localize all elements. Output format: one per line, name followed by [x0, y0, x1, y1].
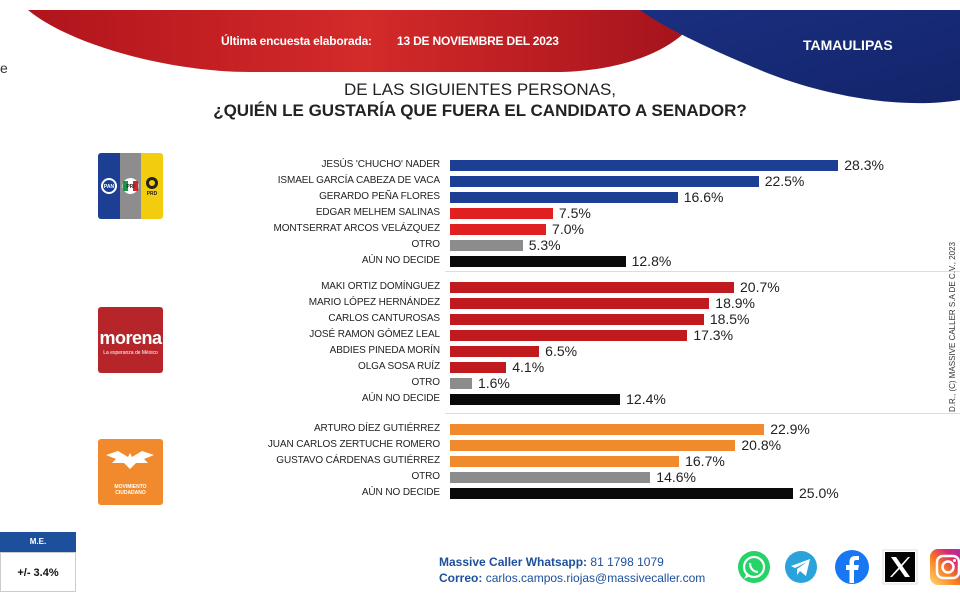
- margin-of-error-box: M.E. +/- 3.4%: [0, 532, 76, 593]
- bar: [450, 314, 704, 325]
- logo-morena: morena La esperanza de México: [98, 307, 163, 373]
- email-contact-address[interactable]: carlos.campos.riojas@massivecaller.com: [485, 571, 706, 585]
- state-label: TAMAULIPAS: [803, 37, 893, 53]
- bar: [450, 488, 793, 499]
- bar-label: MONTSERRAT ARCOS VELÁZQUEZ: [273, 223, 440, 234]
- bar-label: ABDIES PINEDA MORÍN: [329, 345, 440, 356]
- bar: [450, 240, 523, 251]
- bar-label: AÚN NO DECIDE: [361, 255, 440, 266]
- bar-label: OTRO: [411, 377, 441, 388]
- bar: [450, 394, 621, 405]
- whatsapp-contact: Massive Caller Whatsapp: 81 1798 1079: [439, 555, 664, 569]
- chart-title: ¿QUIÉN LE GUSTARÍA QUE FUERA EL CANDIDAT…: [213, 101, 747, 120]
- svg-text:PAN: PAN: [104, 184, 115, 190]
- bar-label: GERARDO PEÑA FLORES: [319, 191, 440, 202]
- margin-of-error-label: M.E.: [0, 532, 76, 552]
- bar-value-label: 16.7%: [685, 453, 725, 469]
- morena-logo-text: morena: [99, 328, 162, 348]
- bar-value-label: 20.7%: [740, 279, 780, 295]
- bar-value-label: 7.5%: [558, 205, 591, 221]
- bar: [450, 330, 688, 341]
- bar-label: MAKI ORTIZ DOMÍNGUEZ: [321, 281, 440, 292]
- bar: [450, 224, 547, 235]
- copyright-credit: D.R., (C) MASSIVE CALLER S.A DE C.V., 20…: [948, 242, 957, 412]
- bar-value-label: 1.6%: [477, 375, 510, 391]
- instagram-icon[interactable]: [930, 549, 960, 585]
- bar-label: ARTURO DÍEZ GUTIÉRREZ: [313, 423, 440, 434]
- morena-logo-subtext: La esperanza de México: [103, 350, 158, 356]
- bar-value-label: 17.3%: [693, 327, 734, 343]
- bar-label: GUSTAVO CÁRDENAS GUTIÉRREZ: [276, 455, 440, 466]
- bar: [450, 192, 678, 203]
- bar-label: OLGA SOSA RUÍZ: [358, 361, 440, 372]
- bar-value-label: 22.5%: [764, 173, 805, 189]
- header-blue-band: [640, 10, 960, 104]
- bar-value-label: 12.4%: [626, 391, 666, 407]
- bar-value-label: 28.3%: [844, 157, 884, 173]
- whatsapp-contact-number[interactable]: 81 1798 1079: [590, 555, 664, 569]
- logo-movimiento-ciudadano: MOVIMIENTO CIUDADANO: [98, 439, 163, 505]
- bar-value-label: 25.0%: [799, 485, 839, 501]
- group-divider: [445, 413, 960, 414]
- bar-label: EDGAR MELHEM SALINAS: [315, 207, 440, 218]
- bar-value-label: 14.6%: [656, 469, 696, 485]
- bar-value-label: 5.3%: [528, 237, 561, 253]
- bar: [450, 456, 680, 467]
- bar: [450, 208, 553, 219]
- bar-value-label: 20.8%: [741, 437, 782, 453]
- left-edge-text: e: [0, 60, 8, 76]
- mc-logo-text: MOVIMIENTO CIUDADANO: [114, 484, 147, 496]
- facebook-icon[interactable]: [834, 549, 870, 585]
- bar-value-label: 16.6%: [683, 189, 724, 205]
- bar-label: MARIO LÓPEZ HERNÁNDEZ: [308, 297, 440, 308]
- x-icon[interactable]: [882, 549, 918, 585]
- chart-subtitle: DE LAS SIGUIENTES PERSONAS,: [343, 80, 617, 99]
- bar: [450, 378, 472, 389]
- group-divider: [445, 271, 960, 272]
- bar-value-label: 7.0%: [552, 221, 584, 237]
- whatsapp-contact-label: Massive Caller Whatsapp:: [439, 555, 588, 569]
- bar: [450, 176, 759, 187]
- bar-value-label: 18.5%: [709, 311, 750, 327]
- bar-label: JUAN CARLOS ZERTUCHE ROMERO: [267, 439, 440, 450]
- bar: [450, 282, 734, 293]
- bar-value-label: 4.1%: [512, 359, 545, 375]
- bar: [450, 160, 839, 171]
- bar-value-label: 12.8%: [631, 253, 672, 269]
- telegram-icon[interactable]: [783, 549, 819, 585]
- bar-value-label: 18.9%: [715, 295, 755, 311]
- svg-text:PRD: PRD: [147, 191, 158, 197]
- header-red-band: [28, 10, 700, 72]
- bar-label: OTRO: [411, 239, 441, 250]
- email-contact-label: Correo:: [439, 571, 483, 585]
- bar-value-label: 22.9%: [770, 421, 810, 437]
- bar: [450, 440, 736, 451]
- bar: [450, 298, 710, 309]
- bar-value-label: 6.5%: [545, 343, 578, 359]
- bar: [450, 256, 626, 267]
- bar: [450, 346, 540, 357]
- bar-label: AÚN NO DECIDE: [361, 393, 440, 404]
- bar: [450, 362, 507, 373]
- whatsapp-icon[interactable]: [736, 549, 772, 585]
- bar-label: JESÚS 'CHUCHO' NADER: [321, 159, 441, 170]
- svg-text:PRI: PRI: [126, 184, 135, 190]
- bar-label: JOSÉ RAMON GÓMEZ LEAL: [309, 329, 440, 340]
- bar-label: AÚN NO DECIDE: [361, 487, 440, 498]
- eagle-icon: [106, 451, 154, 469]
- header-background: [0, 0, 960, 104]
- bar-label: ISMAEL GARCÍA CABEZA DE VACA: [277, 175, 440, 186]
- bar: [450, 472, 651, 483]
- survey-date: 13 DE NOVIEMBRE DEL 2023: [397, 34, 559, 48]
- margin-of-error-value: +/- 3.4%: [0, 552, 76, 592]
- email-contact: Correo: carlos.campos.riojas@massivecall…: [439, 571, 705, 585]
- bar-label: CARLOS CANTUROSAS: [328, 313, 440, 324]
- logo-pan-pri-prd: PAN PRI PRD: [98, 153, 163, 219]
- bar-label: OTRO: [411, 471, 441, 482]
- bar: [450, 424, 765, 435]
- survey-date-label: Última encuesta elaborada:: [221, 34, 372, 48]
